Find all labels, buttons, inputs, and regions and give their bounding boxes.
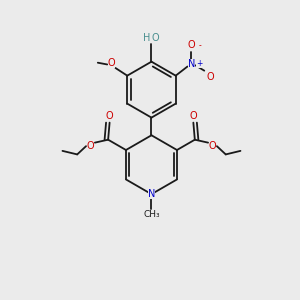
Text: O: O: [108, 58, 116, 68]
Text: O: O: [190, 111, 197, 121]
Text: +: +: [196, 59, 203, 68]
Text: -: -: [198, 41, 201, 50]
Text: CH₃: CH₃: [143, 210, 160, 219]
Text: O: O: [209, 141, 216, 151]
Text: H: H: [143, 32, 151, 43]
Text: O: O: [188, 40, 195, 50]
Text: O: O: [206, 71, 214, 82]
Text: O: O: [152, 32, 159, 43]
Text: N: N: [188, 58, 195, 69]
Text: O: O: [87, 141, 94, 151]
Text: N: N: [148, 189, 155, 199]
Text: O: O: [106, 111, 113, 121]
